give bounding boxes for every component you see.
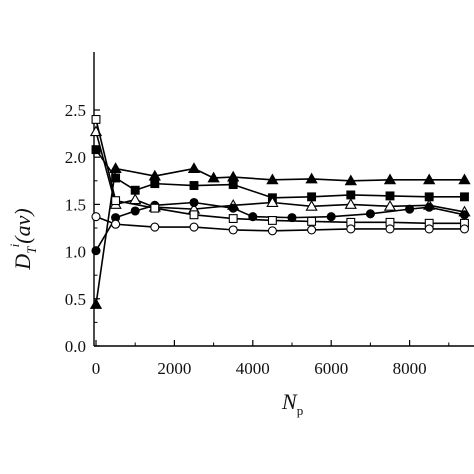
circle-marker	[189, 222, 199, 232]
y-tick-label: 1.5	[65, 195, 86, 214]
square-marker	[307, 216, 317, 226]
x-tick-label: 8000	[393, 359, 427, 378]
square-marker	[130, 185, 140, 195]
square-marker	[228, 180, 238, 190]
square-marker	[346, 190, 356, 200]
square-marker	[267, 215, 277, 225]
circle-marker	[424, 224, 434, 234]
series-6	[91, 212, 470, 236]
triangle-marker	[109, 162, 122, 173]
square-marker	[150, 179, 160, 189]
triangle-marker	[305, 199, 318, 211]
y-axis-title-rest: (av)	[10, 208, 35, 243]
circle-marker	[459, 224, 470, 234]
triangle-marker	[305, 172, 318, 184]
square-marker	[91, 114, 101, 124]
triangle-marker	[383, 199, 397, 211]
square-marker	[111, 196, 121, 206]
x-tick-label: 6000	[314, 359, 348, 378]
triangle-marker	[383, 173, 397, 185]
y-tick-label: 2.5	[65, 101, 86, 120]
triangle-marker	[344, 174, 357, 186]
y-tick-label: 1.0	[65, 243, 86, 262]
circle-marker	[189, 197, 199, 208]
circle-marker	[326, 212, 336, 222]
triangle-marker	[423, 173, 436, 185]
square-marker	[91, 145, 101, 155]
circle-marker	[228, 225, 238, 235]
x-tick-label: 4000	[236, 359, 270, 378]
series-5	[91, 114, 469, 228]
triangle-marker	[129, 193, 142, 205]
series-line	[95, 131, 465, 213]
triangle-marker	[344, 198, 357, 209]
square-marker	[460, 192, 469, 202]
x-tick-label: 0	[92, 359, 101, 378]
triangle-marker	[89, 298, 103, 309]
y-axis-title-main: D	[10, 254, 35, 271]
circle-marker	[91, 246, 101, 256]
circle-marker	[91, 212, 101, 222]
square-marker	[111, 173, 121, 183]
series-1	[89, 162, 471, 309]
circle-marker	[405, 204, 415, 214]
triangle-marker	[227, 170, 240, 182]
square-marker	[307, 192, 317, 202]
circle-marker	[130, 206, 140, 216]
x-tick-label: 2000	[157, 359, 191, 378]
x-axis-title-main: N	[281, 389, 298, 414]
circle-marker	[111, 219, 121, 229]
axes	[93, 52, 474, 347]
series-2	[91, 145, 469, 203]
triangle-marker	[187, 162, 201, 173]
y-axis-title: DTi(av)	[7, 208, 39, 270]
triangle-marker	[266, 173, 279, 185]
circle-marker	[385, 224, 395, 234]
circle-marker	[228, 203, 238, 213]
circle-marker	[346, 224, 356, 234]
circle-marker	[150, 222, 160, 232]
circle-marker	[307, 225, 317, 235]
triangle-marker	[458, 173, 471, 185]
square-marker	[189, 210, 199, 220]
x-axis-title: Np	[281, 389, 303, 418]
tick-labels: 0.00.51.01.52.02.50200040006000800010	[65, 101, 427, 378]
y-axis-title-sub: T	[24, 246, 39, 254]
x-axis-title-sub: p	[297, 403, 304, 418]
square-marker	[228, 214, 238, 224]
square-marker	[150, 203, 160, 213]
circle-marker	[459, 210, 470, 220]
square-marker	[385, 191, 395, 201]
y-tick-label: 0.5	[65, 290, 86, 309]
y-tick-label: 2.0	[65, 148, 86, 167]
series-3	[89, 125, 471, 217]
triangle-marker	[266, 196, 279, 207]
circle-marker	[267, 226, 277, 236]
circle-marker	[365, 209, 375, 219]
y-axis-title-sup: i	[7, 243, 22, 247]
series-line	[95, 167, 465, 305]
y-tick-label: 0.0	[65, 337, 86, 356]
triangle-marker	[207, 171, 220, 183]
plot-series	[89, 114, 471, 309]
circle-marker	[424, 202, 434, 212]
series-line	[95, 149, 465, 199]
square-marker	[189, 181, 199, 190]
